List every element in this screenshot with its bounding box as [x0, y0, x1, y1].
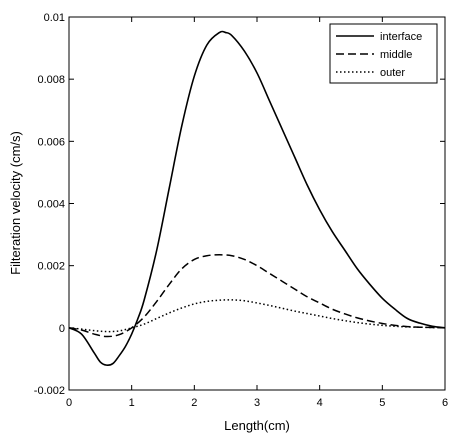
series-line-middle: [68, 254, 446, 338]
y-tick-label: -0.002: [34, 385, 65, 397]
y-tick-label: 0.002: [37, 261, 65, 273]
legend-label-middle: middle: [380, 49, 412, 61]
x-tick-label: 1: [129, 397, 135, 409]
x-tick-label: 5: [379, 397, 385, 409]
series-line-outer: [68, 299, 446, 333]
y-tick-label: 0.01: [44, 12, 65, 24]
x-tick-label: 6: [442, 397, 448, 409]
x-axis-label: Length(cm): [224, 418, 290, 433]
y-axis: -0.002 0 0.002 0.004 0.006 0.008 0.01: [34, 12, 445, 397]
x-tick-label: 0: [66, 397, 72, 409]
x-axis: 0 1 2 3 4 5 6: [66, 17, 448, 409]
x-tick-label: 2: [191, 397, 197, 409]
y-tick-label: 0: [59, 323, 65, 335]
legend-label-interface: interface: [380, 31, 422, 43]
y-tick-label: 0.004: [37, 199, 65, 211]
y-tick-label: 0.006: [37, 136, 65, 148]
legend-box: [329, 23, 438, 84]
y-axis-label: Filteration velocity (cm/s): [8, 131, 23, 275]
legend-label-outer: outer: [380, 67, 405, 79]
legend: interface middle outer: [329, 23, 438, 84]
series-lines: [68, 30, 446, 367]
x-tick-label: 4: [317, 397, 323, 409]
series-line-interface: [68, 30, 446, 367]
x-tick-label: 3: [254, 397, 260, 409]
y-tick-label: 0.008: [37, 74, 65, 86]
